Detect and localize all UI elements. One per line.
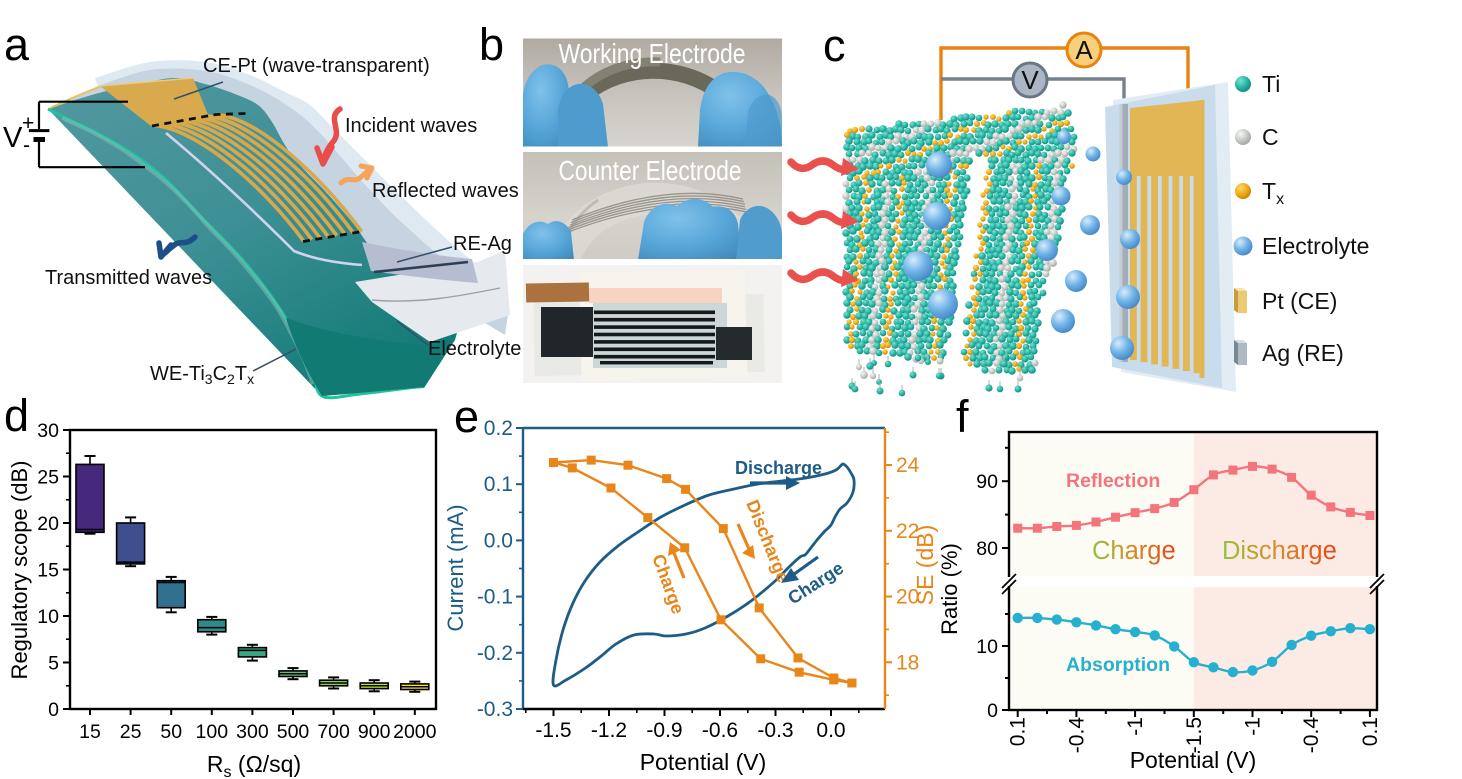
svg-text:0.1: 0.1 xyxy=(1359,717,1382,746)
svg-text:Transmitted waves: Transmitted waves xyxy=(45,267,212,289)
svg-text:Potential (V): Potential (V) xyxy=(640,749,767,775)
svg-text:V: V xyxy=(3,122,23,154)
svg-text:Electrolyte: Electrolyte xyxy=(1262,233,1369,259)
svg-text:WE-Ti3C2Tx: WE-Ti3C2Tx xyxy=(150,363,254,387)
svg-text:Charge: Charge xyxy=(784,558,847,609)
svg-text:20: 20 xyxy=(896,586,919,609)
svg-text:RE-Ag: RE-Ag xyxy=(453,233,512,255)
svg-text:0.0: 0.0 xyxy=(484,529,513,552)
svg-text:10: 10 xyxy=(37,606,59,628)
svg-text:Charge: Charge xyxy=(1092,537,1176,565)
svg-text:100: 100 xyxy=(196,721,229,743)
svg-text:Ratio (%): Ratio (%) xyxy=(937,543,962,635)
svg-text:f: f xyxy=(956,391,969,442)
svg-text:0: 0 xyxy=(48,699,59,721)
svg-text:Reflection: Reflection xyxy=(1066,470,1160,492)
svg-text:-0.4: -0.4 xyxy=(1065,717,1088,754)
svg-text:80: 80 xyxy=(976,538,998,560)
svg-text:700: 700 xyxy=(317,721,350,743)
svg-text:Discharge: Discharge xyxy=(735,458,822,478)
svg-text:25: 25 xyxy=(37,467,59,489)
svg-text:c: c xyxy=(823,20,846,71)
svg-text:Tx: Tx xyxy=(1262,178,1284,208)
svg-text:Absorption: Absorption xyxy=(1066,654,1170,676)
svg-text:SE (dB): SE (dB) xyxy=(912,525,938,606)
svg-text:-0.3: -0.3 xyxy=(477,698,513,721)
svg-text:Incident waves: Incident waves xyxy=(345,115,477,137)
svg-text:0: 0 xyxy=(987,700,998,722)
svg-text:-1.5: -1.5 xyxy=(1183,717,1206,753)
svg-text:Charge: Charge xyxy=(648,552,688,617)
svg-text:500: 500 xyxy=(277,721,310,743)
svg-text:+: + xyxy=(22,112,34,135)
svg-text:18: 18 xyxy=(896,651,919,674)
svg-text:0.1: 0.1 xyxy=(1007,717,1030,746)
svg-text:24: 24 xyxy=(896,454,920,477)
svg-text:b: b xyxy=(479,19,504,70)
svg-text:Discharge: Discharge xyxy=(1222,537,1337,565)
svg-text:Potential (V): Potential (V) xyxy=(1130,747,1257,773)
svg-text:-0.6: -0.6 xyxy=(702,719,738,742)
svg-text:-0.4: -0.4 xyxy=(1300,717,1323,754)
svg-text:Discharge: Discharge xyxy=(742,497,793,585)
svg-text:Rs (Ω/sq): Rs (Ω/sq) xyxy=(207,751,301,779)
svg-text:15: 15 xyxy=(37,560,59,582)
svg-text:-0.2: -0.2 xyxy=(477,642,513,665)
svg-text:d: d xyxy=(4,390,29,441)
svg-text:0.2: 0.2 xyxy=(484,417,513,440)
svg-text:Counter Electrode: Counter Electrode xyxy=(559,155,742,186)
svg-text:2000: 2000 xyxy=(393,721,437,743)
svg-text:15: 15 xyxy=(79,721,101,743)
svg-text:-1.5: -1.5 xyxy=(535,719,571,742)
svg-text:0.0: 0.0 xyxy=(816,719,845,742)
svg-text:A: A xyxy=(1075,35,1093,65)
svg-text:5: 5 xyxy=(48,653,59,675)
svg-text:Ti: Ti xyxy=(1262,71,1280,97)
svg-text:Regulatory scope (dB): Regulatory scope (dB) xyxy=(7,461,32,680)
svg-text:30: 30 xyxy=(37,420,59,442)
svg-text:C: C xyxy=(1262,124,1279,150)
svg-text:-0.1: -0.1 xyxy=(477,586,513,609)
svg-text:a: a xyxy=(4,19,30,70)
svg-text:Electrolyte: Electrolyte xyxy=(428,338,521,360)
svg-text:300: 300 xyxy=(236,721,269,743)
svg-text:90: 90 xyxy=(976,471,998,493)
svg-text:-0.3: -0.3 xyxy=(757,719,793,742)
svg-text:20: 20 xyxy=(37,513,59,535)
svg-text:25: 25 xyxy=(120,721,142,743)
svg-text:22: 22 xyxy=(896,520,919,543)
svg-text:-0.9: -0.9 xyxy=(646,719,682,742)
svg-text:CE-Pt (wave-transparent): CE-Pt (wave-transparent) xyxy=(203,55,430,77)
svg-text:0.1: 0.1 xyxy=(484,473,513,496)
svg-text:900: 900 xyxy=(358,721,391,743)
svg-text:50: 50 xyxy=(160,721,182,743)
svg-text:Ag (RE): Ag (RE) xyxy=(1262,340,1344,366)
svg-text:-1.2: -1.2 xyxy=(591,719,627,742)
svg-text:Current (mA): Current (mA) xyxy=(443,504,468,631)
svg-text:e: e xyxy=(454,391,479,442)
svg-text:-1: -1 xyxy=(1242,717,1265,736)
svg-text:-: - xyxy=(23,134,30,157)
svg-text:-1: -1 xyxy=(1124,717,1147,736)
svg-text:Reflected waves: Reflected waves xyxy=(372,180,519,202)
svg-text:Working Electrode: Working Electrode xyxy=(559,38,746,69)
svg-text:V: V xyxy=(1021,65,1039,95)
svg-text:10: 10 xyxy=(976,636,998,658)
svg-text:Pt (CE): Pt (CE) xyxy=(1262,288,1337,314)
